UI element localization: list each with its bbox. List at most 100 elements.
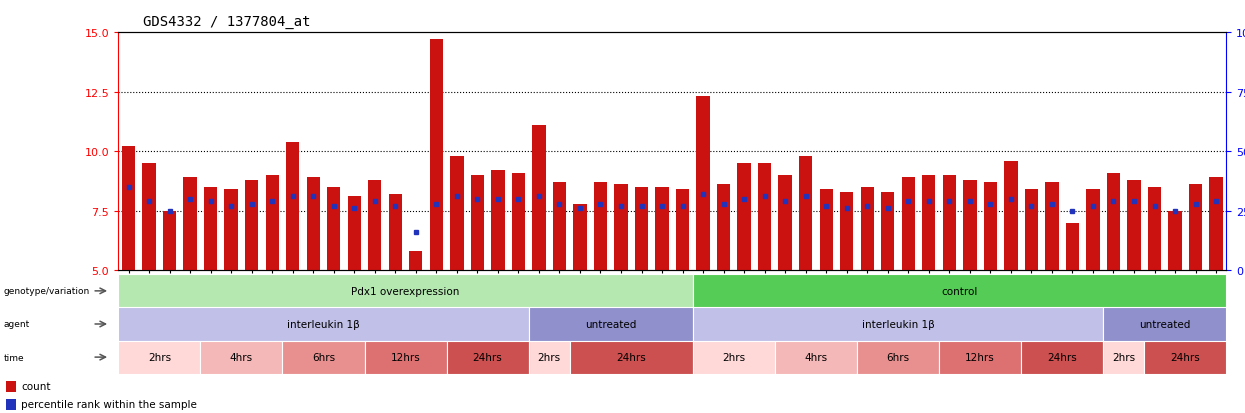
Bar — [200, 341, 283, 374]
Bar — [692, 308, 1103, 341]
Text: interleukin 1β: interleukin 1β — [862, 319, 935, 329]
Bar — [857, 341, 939, 374]
Text: 2hrs: 2hrs — [538, 352, 560, 362]
Text: 12hrs: 12hrs — [965, 352, 995, 362]
Bar — [901, 178, 915, 271]
Bar — [635, 188, 649, 271]
Bar — [388, 195, 402, 271]
Bar — [573, 204, 586, 271]
Text: 12hrs: 12hrs — [391, 352, 421, 362]
Bar — [286, 142, 299, 271]
Bar — [6, 381, 16, 392]
Bar — [1087, 190, 1099, 271]
Bar — [758, 164, 772, 271]
Bar — [692, 275, 1226, 308]
Text: 2hrs: 2hrs — [148, 352, 171, 362]
Bar — [283, 341, 365, 374]
Bar — [692, 341, 774, 374]
Bar — [964, 180, 976, 271]
Bar — [529, 341, 570, 374]
Bar — [163, 211, 177, 271]
Bar — [1103, 341, 1144, 374]
Bar — [529, 308, 692, 341]
Bar — [1046, 183, 1058, 271]
Text: agent: agent — [4, 320, 30, 329]
Bar — [369, 180, 381, 271]
Bar — [881, 192, 894, 271]
Text: 6hrs: 6hrs — [886, 352, 910, 362]
Bar — [118, 275, 692, 308]
Text: 4hrs: 4hrs — [230, 352, 253, 362]
Bar — [942, 176, 956, 271]
Bar — [1025, 190, 1038, 271]
Text: control: control — [941, 286, 977, 296]
Bar — [1127, 180, 1140, 271]
Bar — [1066, 223, 1079, 271]
Bar — [860, 188, 874, 271]
Text: 2hrs: 2hrs — [722, 352, 746, 362]
Bar — [365, 341, 447, 374]
Bar — [1021, 341, 1103, 374]
Bar — [717, 185, 731, 271]
Bar — [533, 126, 545, 271]
Text: 24hrs: 24hrs — [473, 352, 503, 362]
Bar — [1005, 161, 1017, 271]
Bar — [774, 341, 857, 374]
Bar — [183, 178, 197, 271]
Bar — [1148, 188, 1162, 271]
Bar — [840, 192, 853, 271]
Bar — [492, 171, 504, 271]
Bar — [570, 341, 692, 374]
Bar — [6, 399, 16, 410]
Text: interleukin 1β: interleukin 1β — [288, 319, 360, 329]
Bar — [778, 176, 792, 271]
Text: Pdx1 overexpression: Pdx1 overexpression — [351, 286, 459, 296]
Bar — [1103, 308, 1226, 341]
Bar — [1144, 341, 1226, 374]
Text: 6hrs: 6hrs — [312, 352, 335, 362]
Text: percentile rank within the sample: percentile rank within the sample — [21, 399, 197, 409]
Text: 2hrs: 2hrs — [1112, 352, 1135, 362]
Bar — [939, 341, 1021, 374]
Bar — [347, 197, 361, 271]
Bar — [676, 190, 690, 271]
Bar — [327, 188, 340, 271]
Bar — [594, 183, 608, 271]
Bar — [265, 176, 279, 271]
Bar — [819, 190, 833, 271]
Text: genotype/variation: genotype/variation — [4, 287, 90, 296]
Bar — [696, 97, 710, 271]
Bar — [204, 188, 218, 271]
Bar — [1209, 178, 1223, 271]
Text: GDS4332 / 1377804_at: GDS4332 / 1377804_at — [143, 15, 311, 29]
Text: untreated: untreated — [1139, 319, 1190, 329]
Bar — [430, 40, 443, 271]
Text: 24hrs: 24hrs — [1170, 352, 1200, 362]
Bar — [1168, 211, 1182, 271]
Bar — [737, 164, 751, 271]
Bar — [142, 164, 156, 271]
Bar — [614, 185, 627, 271]
Text: untreated: untreated — [585, 319, 636, 329]
Text: 24hrs: 24hrs — [1047, 352, 1077, 362]
Text: 4hrs: 4hrs — [804, 352, 828, 362]
Bar — [410, 252, 422, 271]
Bar — [118, 308, 529, 341]
Bar — [306, 178, 320, 271]
Bar — [799, 157, 812, 271]
Bar — [1189, 185, 1203, 271]
Bar — [451, 157, 463, 271]
Bar — [447, 341, 529, 374]
Text: 24hrs: 24hrs — [616, 352, 646, 362]
Bar — [122, 147, 136, 271]
Text: count: count — [21, 381, 51, 391]
Bar — [655, 188, 669, 271]
Bar — [471, 176, 484, 271]
Bar — [1107, 173, 1120, 271]
Bar — [512, 173, 525, 271]
Text: time: time — [4, 353, 24, 362]
Bar — [224, 190, 238, 271]
Bar — [923, 176, 935, 271]
Bar — [245, 180, 258, 271]
Bar — [118, 341, 200, 374]
